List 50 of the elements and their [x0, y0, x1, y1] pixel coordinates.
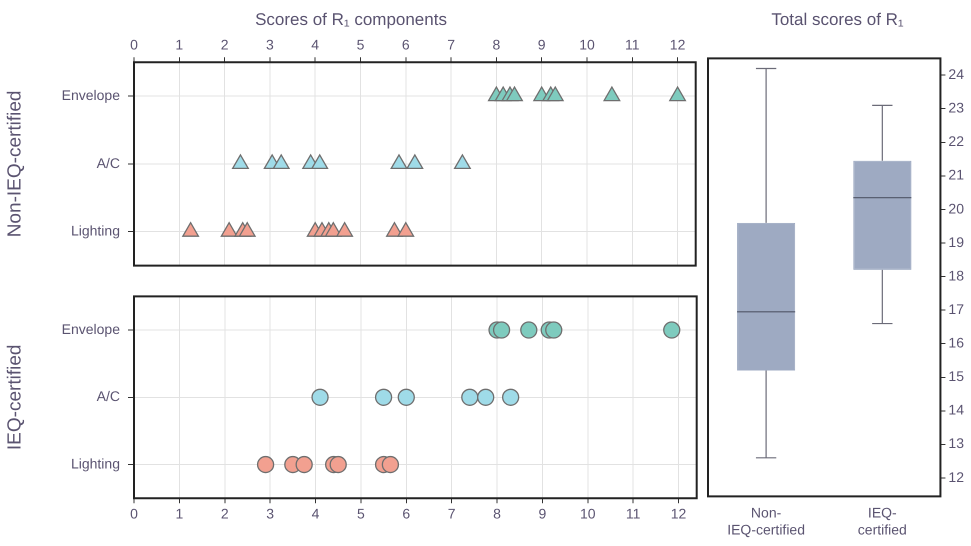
x-tick-label: 0 — [130, 505, 138, 522]
y-tick-label: 15 — [948, 368, 964, 384]
y-tick-label: 23 — [948, 100, 964, 116]
x-tick-label: 3 — [266, 36, 274, 53]
y-tick-label: 13 — [948, 435, 964, 452]
x-tick-label: 7 — [448, 505, 456, 522]
x-tick-label: 1 — [175, 505, 184, 522]
x-tick-label: 2 — [220, 505, 229, 522]
y-tick-label: 17 — [948, 300, 964, 317]
x-tick-label: 6 — [402, 36, 410, 53]
x-tick-label: 12 — [670, 505, 687, 522]
x-tick-label: 11 — [626, 505, 641, 522]
x-tick-label: 1 — [175, 36, 184, 53]
y-tick-label: 16 — [948, 334, 964, 351]
x-tick-label: 5 — [356, 505, 365, 522]
x-tick-label: 8 — [492, 36, 500, 53]
y-tick-label: 14 — [948, 402, 964, 418]
x-tick-label: 0 — [130, 36, 138, 53]
y-tick-label: A/C — [96, 154, 120, 171]
x-tick-label: 8 — [493, 505, 502, 522]
x-tick-label: 7 — [447, 36, 456, 53]
x-tick-label: IEQ-certified — [858, 504, 907, 538]
x-tick-label: 10 — [580, 505, 596, 522]
y-tick-label: A/C — [96, 388, 120, 404]
y-tick-label: 12 — [948, 468, 964, 485]
y-tick-label: Lighting — [70, 455, 120, 472]
y-tick-label: 24 — [948, 66, 964, 82]
y-tick-label: 21 — [948, 166, 964, 183]
y-tick-label: 22 — [948, 133, 964, 150]
x-tick-label: 9 — [538, 505, 547, 522]
y-tick-label: Lighting — [70, 222, 120, 239]
x-tick-label: Non-IEQ-certified — [727, 504, 806, 538]
y-tick-label: Envelope — [62, 86, 120, 103]
x-tick-label: 11 — [625, 36, 640, 53]
y-tick-label: Envelope — [62, 320, 120, 337]
y-axis-title: IEQ-certified — [4, 344, 26, 450]
x-tick-label: 10 — [579, 36, 595, 53]
x-tick-label: 12 — [670, 36, 686, 53]
x-tick-label: 4 — [312, 505, 320, 522]
y-tick-label: 20 — [948, 200, 964, 216]
y-tick-label: 19 — [948, 234, 964, 250]
x-tick-label: 2 — [220, 36, 229, 53]
chart-title: Total scores of R₁ — [771, 10, 904, 29]
x-tick-label: 5 — [356, 36, 365, 53]
x-tick-label: 9 — [538, 36, 546, 53]
x-tick-label: 4 — [311, 36, 320, 53]
x-tick-label: 3 — [266, 505, 274, 522]
chart-title: Scores of R₁ components — [255, 10, 447, 29]
x-tick-label: 6 — [402, 505, 410, 522]
y-tick-label: 18 — [948, 267, 964, 284]
